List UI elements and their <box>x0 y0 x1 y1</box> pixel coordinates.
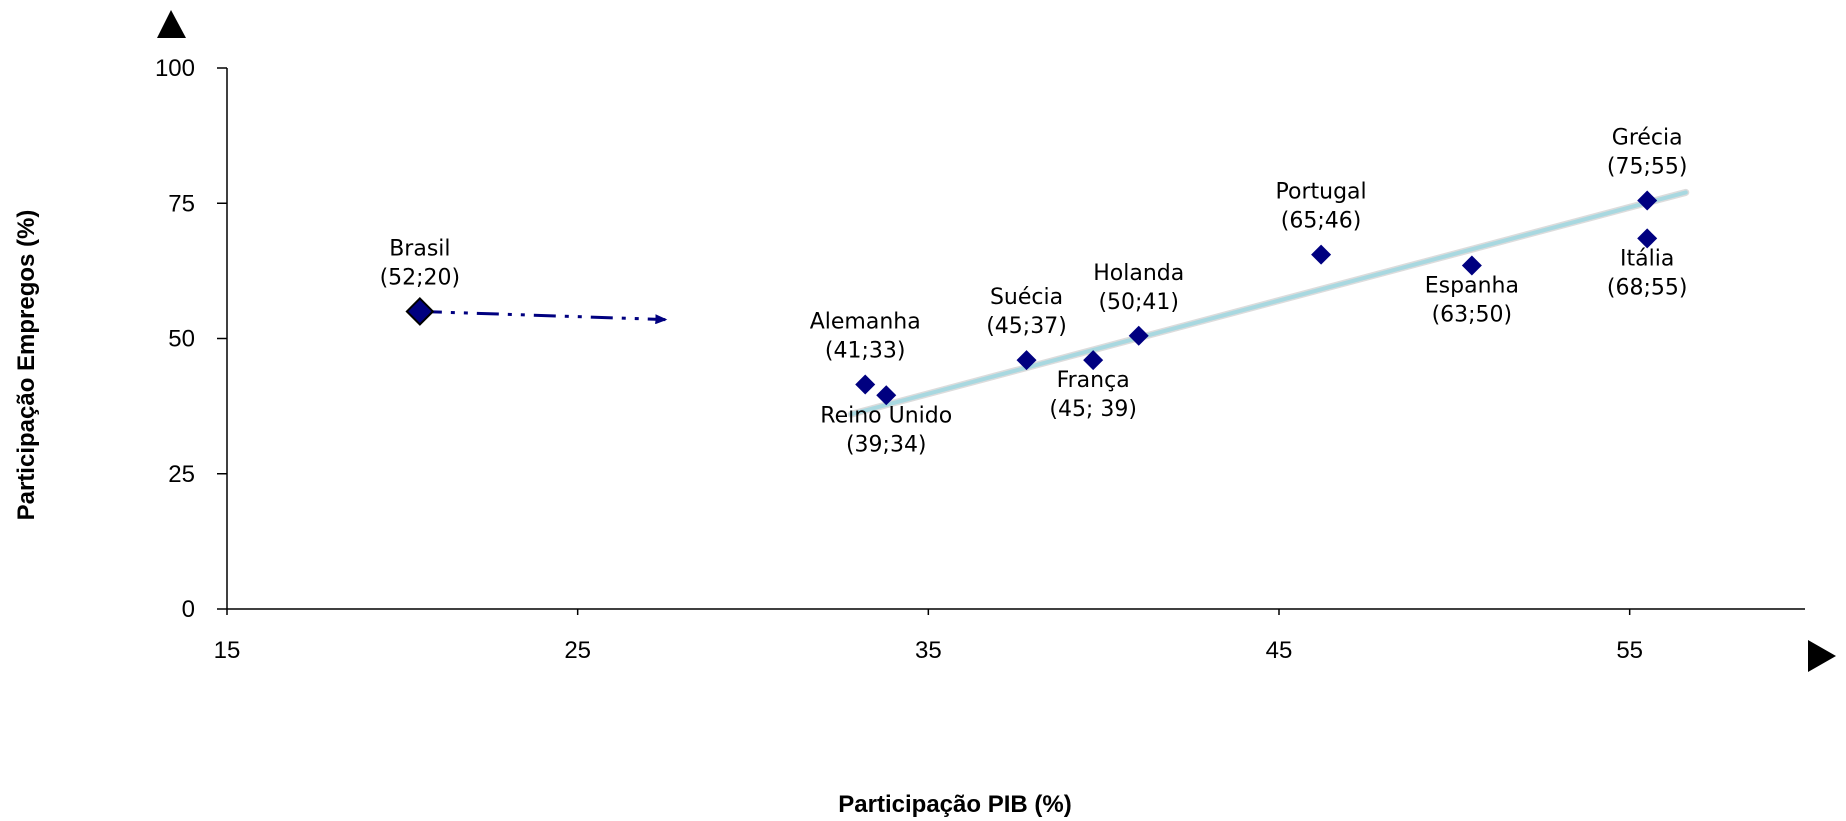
x-tick-label: 35 <box>915 637 942 664</box>
points-layer <box>405 190 1658 406</box>
y-tick-label: 0 <box>182 596 195 623</box>
point-value-label-italia: (68;55) <box>1607 275 1688 300</box>
labels-layer: Brasil (52;20) Alemanha (41;33) Reino Unido (… <box>380 126 1688 458</box>
point-label-brasil: Brasil <box>389 236 450 261</box>
point-value-label-portugal: (65;46) <box>1281 209 1362 234</box>
point-value-label-suecia: (45;37) <box>986 314 1067 339</box>
x-axis-title: Participação PIB (%) <box>838 791 1071 818</box>
x-axis-arrow-icon <box>1808 640 1836 672</box>
point-label-holanda: Holanda <box>1093 261 1184 286</box>
point-label-reino-unido: Reino Unido <box>820 403 952 428</box>
y-tick-label: 75 <box>168 190 195 217</box>
y-tick-label: 25 <box>168 461 195 488</box>
point-label-grecia: Grécia <box>1612 126 1683 151</box>
axes: 0 25 50 75 100 15 25 35 45 55 Participação PIB (%)… <box>13 10 1836 818</box>
point-label-alemanha: Alemanha <box>810 309 921 334</box>
trendline-layer <box>419 188 1690 418</box>
trendline <box>849 190 1688 417</box>
point-reino-unido <box>876 385 897 406</box>
point-label-suecia: Suécia <box>990 285 1063 310</box>
point-value-label-franca: (45; 39) <box>1049 397 1137 422</box>
y-axis-title: Participação Empregos (%) <box>13 210 40 521</box>
point-value-label-brasil: (52;20) <box>380 265 461 290</box>
point-suecia <box>1016 350 1037 371</box>
point-value-label-holanda: (50;41) <box>1098 290 1179 315</box>
point-franca <box>1083 350 1104 371</box>
x-tick-label: 55 <box>1616 637 1643 664</box>
point-alemanha <box>855 374 876 395</box>
point-value-label-reino-unido: (39;34) <box>846 432 927 457</box>
point-espanha <box>1461 255 1482 276</box>
point-label-espanha: Espanha <box>1425 273 1519 298</box>
y-axis-arrow-icon <box>157 10 186 38</box>
point-grecia <box>1637 190 1658 211</box>
point-value-label-espanha: (63;50) <box>1432 302 1513 327</box>
y-tick-label: 100 <box>155 55 195 82</box>
point-label-franca: França <box>1057 368 1130 393</box>
point-brasil <box>405 297 435 326</box>
point-value-label-grecia: (75;55) <box>1607 155 1688 180</box>
point-italia <box>1637 228 1658 249</box>
point-portugal <box>1311 244 1332 265</box>
point-label-italia: Itália <box>1620 246 1674 271</box>
point-holanda <box>1128 325 1149 346</box>
point-value-label-alemanha: (41;33) <box>825 338 906 363</box>
brasil-trend-arrow <box>419 309 668 325</box>
x-tick-label: 15 <box>214 637 241 664</box>
y-tick-label: 50 <box>168 326 195 353</box>
x-tick-label: 45 <box>1266 637 1293 664</box>
x-tick-label: 25 <box>564 637 591 664</box>
point-label-portugal: Portugal <box>1276 180 1367 205</box>
